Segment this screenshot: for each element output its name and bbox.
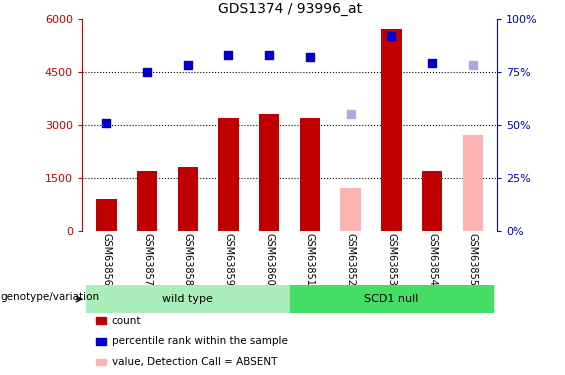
Text: GSM63859: GSM63859 bbox=[224, 233, 233, 286]
Point bbox=[306, 54, 315, 60]
Bar bbox=[341, 188, 361, 231]
Bar bbox=[86, 285, 289, 313]
Bar bbox=[422, 171, 442, 231]
Point bbox=[387, 33, 396, 39]
Point bbox=[346, 111, 355, 117]
Text: GSM63856: GSM63856 bbox=[101, 233, 111, 286]
Point bbox=[428, 60, 437, 66]
Text: wild type: wild type bbox=[162, 294, 213, 304]
Point bbox=[468, 62, 477, 68]
Point bbox=[264, 52, 273, 58]
Bar bbox=[96, 199, 116, 231]
Text: value, Detection Call = ABSENT: value, Detection Call = ABSENT bbox=[112, 357, 277, 367]
Text: SCD1 null: SCD1 null bbox=[364, 294, 419, 304]
Bar bbox=[300, 118, 320, 231]
Text: GSM63853: GSM63853 bbox=[386, 233, 396, 286]
Text: GSM63858: GSM63858 bbox=[183, 233, 193, 286]
Text: percentile rank within the sample: percentile rank within the sample bbox=[112, 336, 288, 346]
Text: genotype/variation: genotype/variation bbox=[0, 292, 99, 302]
Text: GSM63855: GSM63855 bbox=[468, 233, 478, 286]
Point bbox=[142, 69, 151, 75]
Bar bbox=[463, 135, 483, 231]
Bar bbox=[218, 118, 238, 231]
Bar bbox=[381, 29, 402, 231]
Title: GDS1374 / 93996_at: GDS1374 / 93996_at bbox=[218, 2, 362, 16]
Text: count: count bbox=[112, 316, 141, 326]
Bar bbox=[259, 114, 279, 231]
Text: GSM63857: GSM63857 bbox=[142, 233, 152, 286]
Point bbox=[102, 120, 111, 126]
Text: GSM63852: GSM63852 bbox=[346, 233, 355, 286]
Text: GSM63860: GSM63860 bbox=[264, 233, 274, 286]
Point bbox=[183, 62, 192, 68]
Point bbox=[224, 52, 233, 58]
Bar bbox=[137, 171, 157, 231]
Bar bbox=[177, 167, 198, 231]
Text: GSM63854: GSM63854 bbox=[427, 233, 437, 286]
Text: GSM63851: GSM63851 bbox=[305, 233, 315, 286]
Bar bbox=[289, 285, 493, 313]
